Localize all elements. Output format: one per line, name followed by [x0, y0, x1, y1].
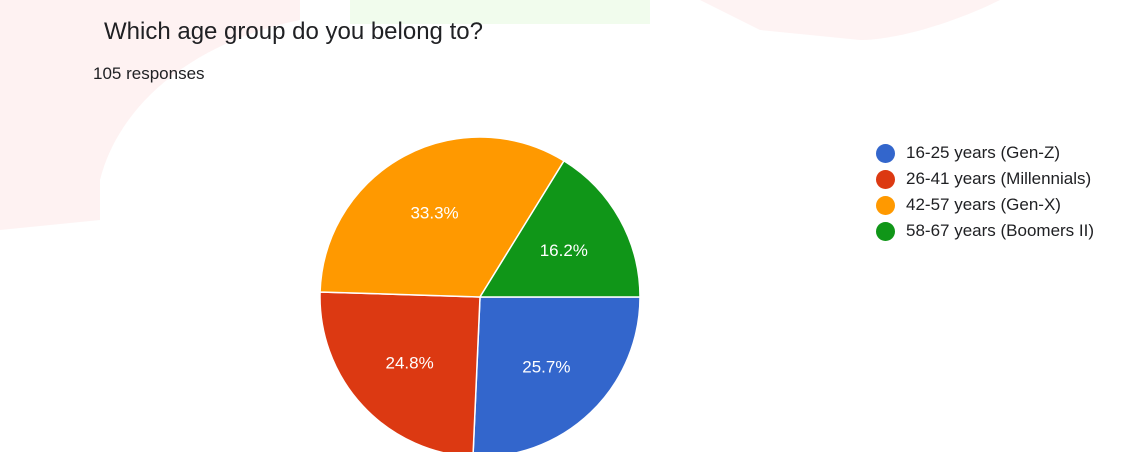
pie-slice-1 — [472, 296, 641, 452]
pie-slice-3 — [319, 136, 566, 298]
response-count: 105 responses — [93, 64, 205, 83]
slice-label-1: 25.7% — [522, 357, 570, 376]
legend-item-2: 26-41 years (Millennials) — [876, 166, 1094, 192]
legend-item-4: 58-67 years (Boomers II) — [876, 218, 1094, 244]
slice-label-4: 16.2% — [540, 241, 588, 260]
legend-label: 26-41 years (Millennials) — [906, 169, 1092, 188]
legend-swatch-icon — [876, 169, 895, 189]
slice-label-2: 24.8% — [386, 353, 434, 372]
legend-item-1: 16-25 years (Gen-Z) — [876, 140, 1094, 166]
chart-legend: 16-25 years (Gen-Z) 26-41 years (Millenni… — [876, 140, 1094, 244]
legend-swatch-icon — [876, 195, 895, 215]
legend-label: 42-57 years (Gen-X) — [906, 195, 1061, 214]
pie-slice-2 — [319, 291, 481, 452]
legend-label: 16-25 years (Gen-Z) — [906, 143, 1060, 162]
slice-label-3: 33.3% — [410, 203, 458, 222]
chart-title: Which age group do you belong to? — [104, 18, 483, 45]
legend-swatch-icon — [876, 143, 895, 163]
pie-slice-4 — [478, 159, 641, 298]
legend-label: 58-67 years (Boomers II) — [906, 221, 1095, 240]
legend-swatch-icon — [876, 221, 895, 241]
legend-item-3: 42-57 years (Gen-X) — [876, 192, 1094, 218]
